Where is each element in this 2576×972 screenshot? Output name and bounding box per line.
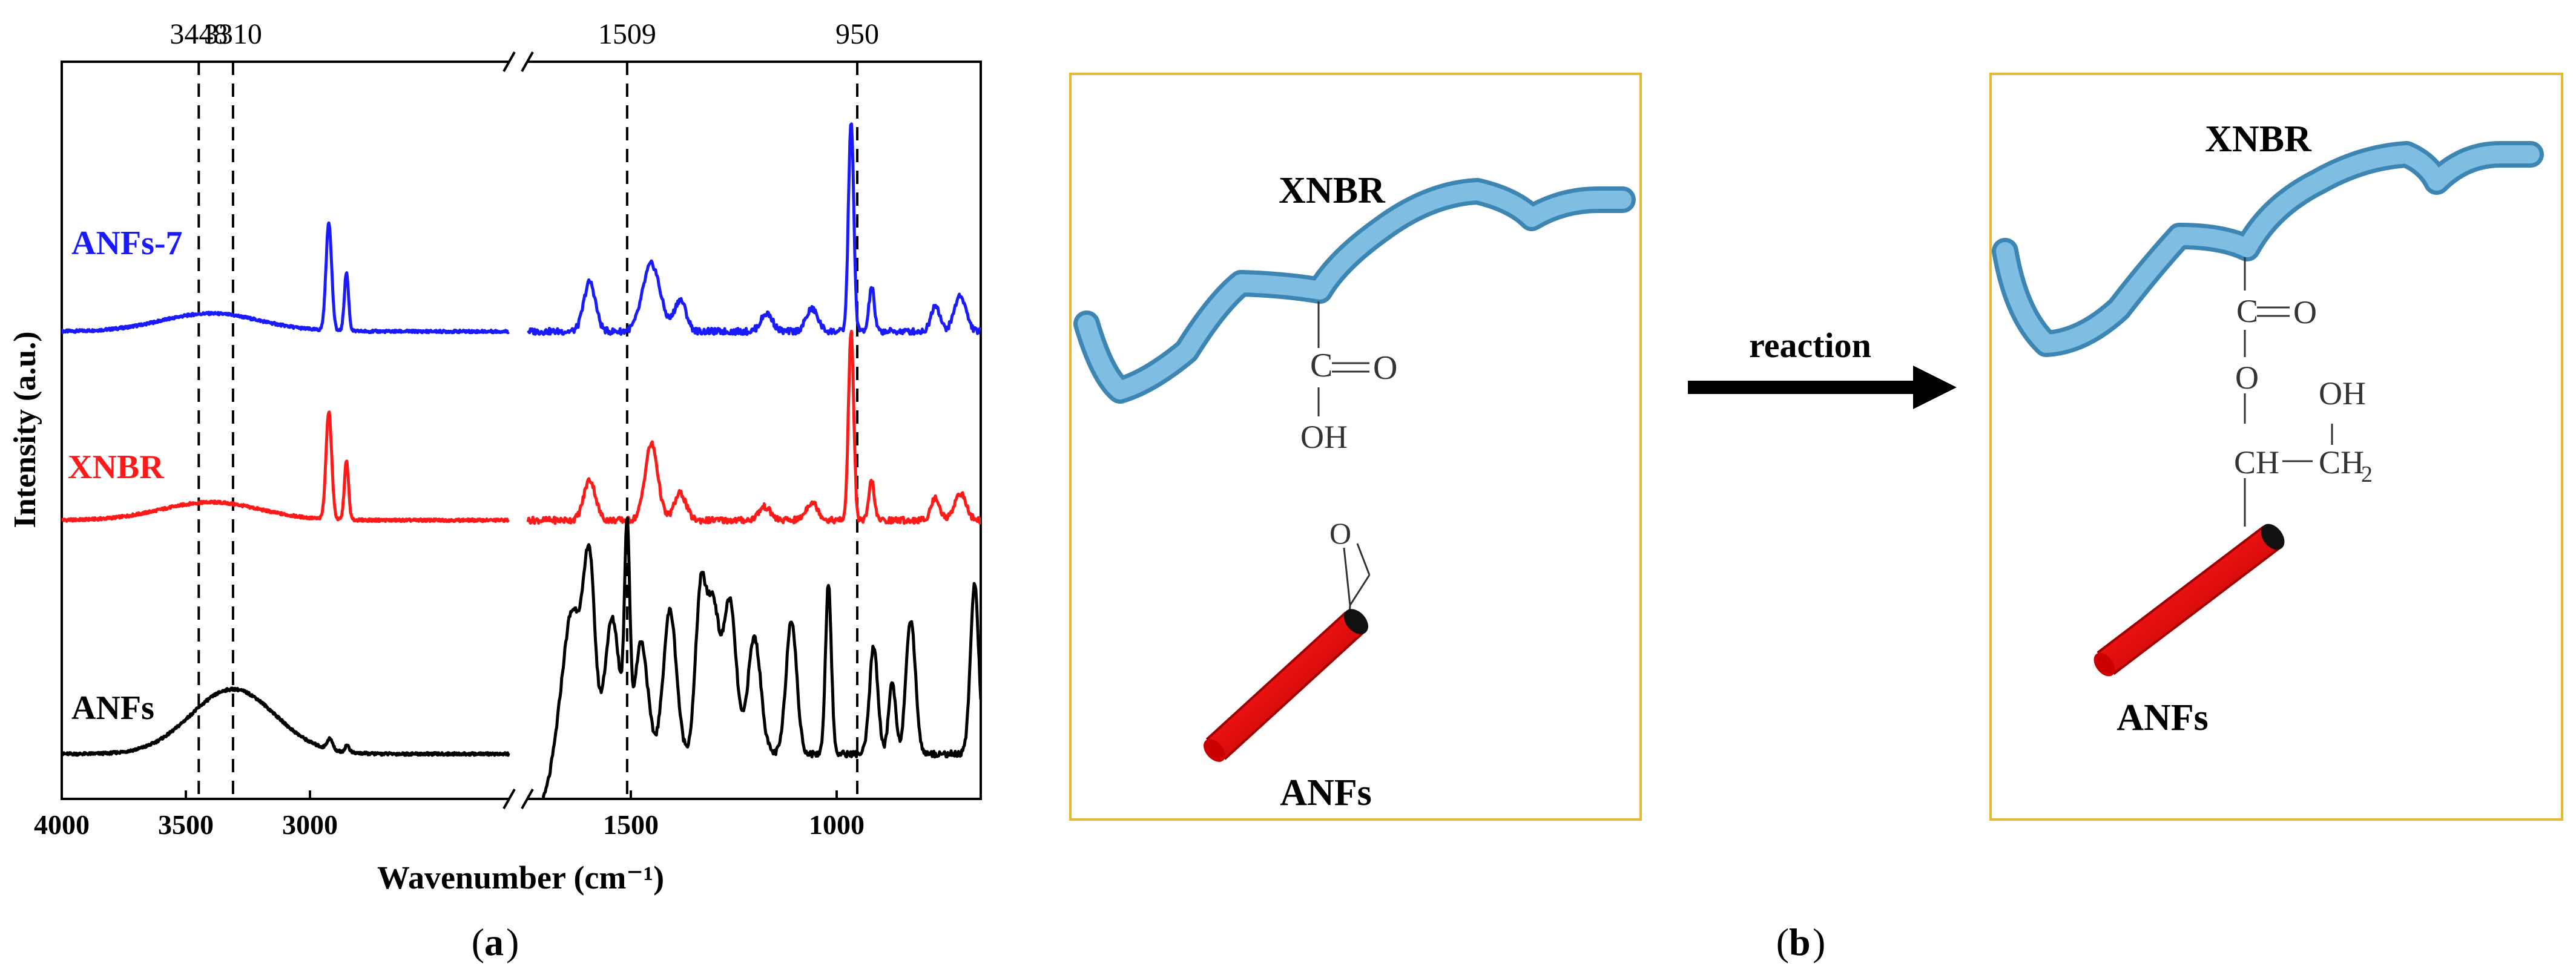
x-tick-label-3000: 3000: [282, 809, 338, 840]
reaction-scheme: XNBR C O OH O ANFs: [1069, 73, 2563, 964]
arrow-head: [1913, 366, 1957, 409]
ref-label-1509: 1509: [598, 18, 656, 50]
epoxide-bond-1: [1343, 547, 1351, 606]
spectra: [62, 122, 981, 799]
series-anfs-7-right-segment: [527, 122, 981, 336]
break-mark-bottom-right: [521, 789, 534, 809]
carboxyl-c: C: [1310, 347, 1332, 384]
anf-tube-start: [1203, 739, 1226, 762]
x-tick-label-1000: 1000: [809, 809, 865, 840]
series-anfs-left-segment: [62, 686, 510, 757]
ref-label-950: 950: [835, 18, 879, 50]
xnbr-label-before: XNBR: [1279, 170, 1386, 211]
anf-tube-after-start: [2093, 652, 2115, 677]
panel-b-close-paren: ): [1813, 921, 1825, 964]
anfs-label-after: ANFs: [2116, 697, 2209, 738]
xnbr-label-after: XNBR: [2205, 119, 2312, 160]
panel-b-caption: ( b ): [1776, 921, 1826, 964]
anf-tube-after-end: [2261, 524, 2285, 550]
ch-group: CH: [2234, 444, 2279, 481]
break-mark-top-left: [502, 51, 516, 72]
x-tick-label-3500: 3500: [158, 809, 214, 840]
x-ticks: [61, 790, 838, 799]
series-xnbr-right-segment: [526, 329, 981, 525]
panel-a-open-paren: (: [472, 921, 484, 964]
ester-bonds: [2244, 257, 2333, 527]
epoxide-bond-3: [1356, 543, 1371, 576]
ch2-group: CH: [2319, 444, 2364, 481]
oh-group: OH: [2319, 375, 2366, 412]
reaction-label: reaction: [1749, 326, 1871, 365]
epoxide-o: O: [1329, 516, 1351, 550]
panel-b-open-paren: (: [1776, 921, 1789, 964]
ester-o-double: O: [2293, 294, 2317, 330]
carboxyl-oh: OH: [1300, 419, 1348, 455]
xnbr-chain-after: [1992, 141, 2544, 357]
anf-tube-after: [2093, 524, 2285, 677]
ref-label-3448: 3448: [170, 18, 228, 50]
series-anfs-right-segment: [541, 516, 981, 799]
series-label-xnbr: XNBR: [68, 448, 164, 486]
series-label-anfs: ANFs: [71, 689, 154, 727]
ester-o-single: O: [2235, 360, 2259, 396]
panel-a-caption: ( a ): [472, 921, 519, 964]
series-label-anfs7: ANFs-7: [71, 225, 183, 262]
reference-lines: [197, 62, 858, 799]
anf-tube-after-body: [2098, 528, 2279, 673]
xnbr-chain-body: [1078, 182, 1632, 399]
xnbr-chain-after-body: [1996, 145, 2540, 353]
anfs-label-before: ANFs: [1280, 772, 1372, 813]
x-tick-label-1500: 1500: [603, 809, 659, 840]
reaction-arrow: [1688, 366, 1957, 409]
x-axis-title: Wavenumber (cm⁻¹): [377, 859, 664, 896]
anf-tube-before: [1203, 609, 1368, 762]
panel-b-letter: b: [1789, 921, 1811, 964]
epoxide-bond-2: [1349, 574, 1371, 606]
ref-label-3310: 3310: [204, 18, 262, 50]
carboxyl-bonds: [1317, 301, 1369, 416]
anf-tube-end: [1344, 609, 1368, 634]
x-tick-labels: 4000 3500 3000 1500 1000: [34, 809, 865, 840]
series-xnbr-left-segment: [62, 410, 510, 524]
scheme-box-before: [1069, 73, 1642, 821]
break-mark-bottom-left: [502, 789, 516, 809]
x-tick-label-4000: 4000: [34, 809, 90, 840]
ester-c: C: [2236, 293, 2258, 329]
panel-a-close-paren: ): [506, 921, 519, 964]
y-axis-title: Intensity (a.u.): [8, 331, 42, 528]
anf-tube-body: [1207, 613, 1363, 758]
ch2-subscript: 2: [2361, 462, 2373, 487]
carboxyl-o: O: [1373, 349, 1397, 387]
axis-break-marks: [502, 51, 534, 809]
xnbr-chain-before: [1073, 178, 1636, 404]
panel-a-letter: a: [484, 921, 504, 964]
series-anfs-7-left-segment: [62, 221, 510, 335]
scheme-box-after: [1989, 73, 2563, 821]
break-mark-top-right: [521, 51, 534, 72]
epoxide-ring: [1343, 543, 1371, 606]
